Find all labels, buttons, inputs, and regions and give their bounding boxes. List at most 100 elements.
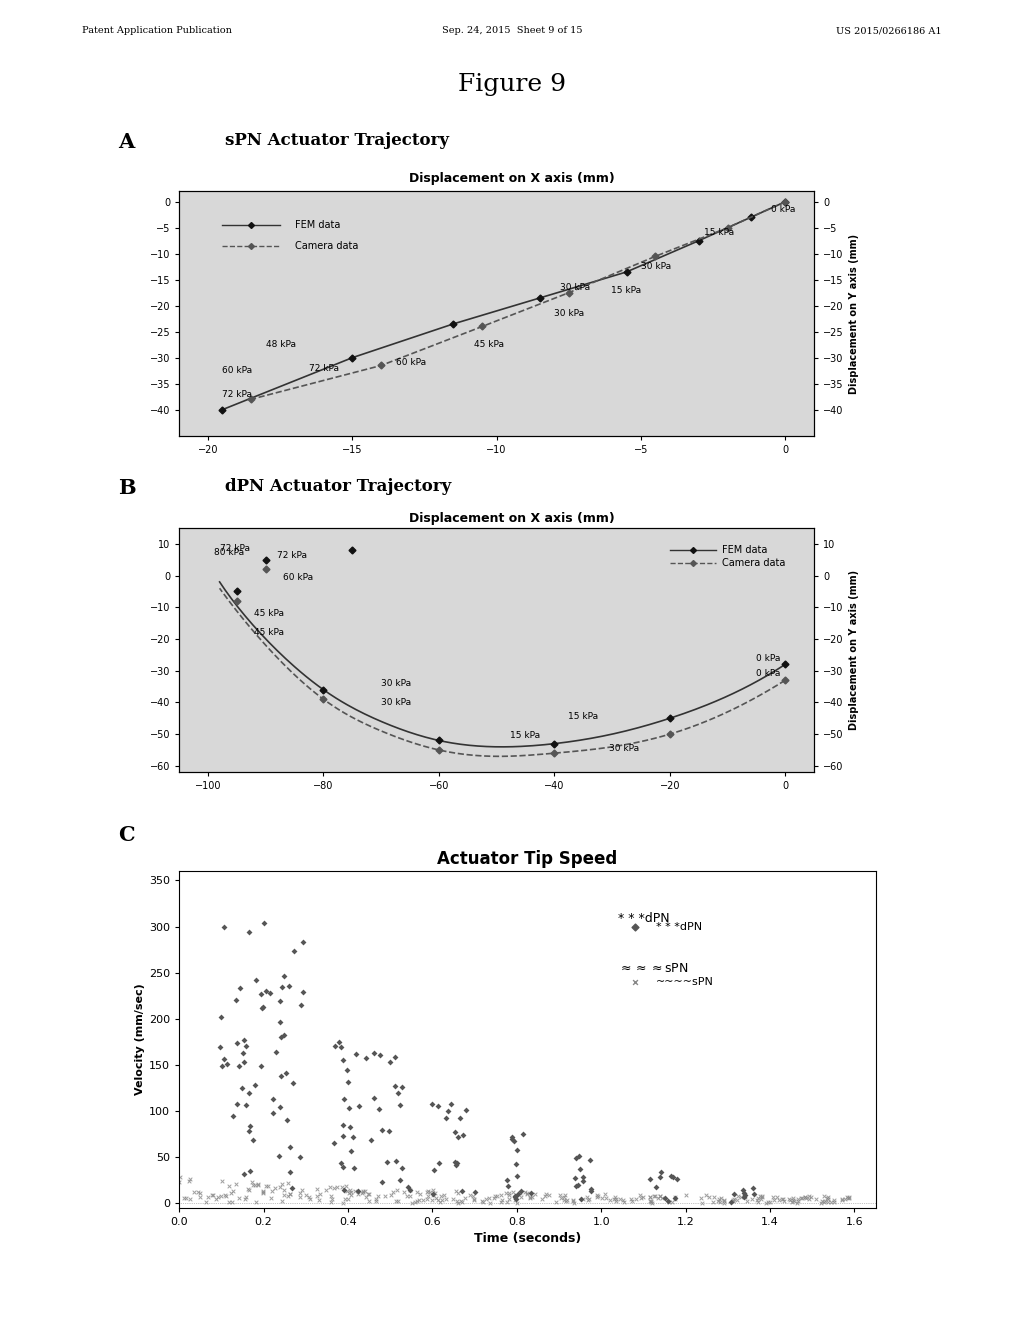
Point (437, 1107, 454, 1129)
Point (453, 1189, 469, 1210)
Point (324, 1188, 340, 1209)
Point (782, 1189, 799, 1210)
Point (274, 1191, 291, 1212)
Point (219, 1053, 236, 1074)
Point (339, 1059, 355, 1080)
Point (816, 1185, 833, 1206)
Point (175, 1188, 191, 1209)
Point (647, 1185, 664, 1206)
Point (267, 1177, 284, 1199)
Point (228, 1032, 245, 1053)
Text: * * *dPN: * * *dPN (617, 912, 670, 924)
Point (431, 1152, 447, 1173)
Point (590, 1185, 606, 1206)
Point (293, 994, 309, 1015)
Text: 30 kPa: 30 kPa (608, 743, 639, 752)
Point (272, 1065, 289, 1086)
Point (343, 1181, 359, 1203)
Point (760, 1192, 776, 1213)
Point (425, 1184, 441, 1205)
Point (354, 1183, 371, 1204)
Point (813, 1192, 829, 1213)
Point (567, 1147, 584, 1168)
Point (506, 1130, 522, 1151)
Point (227, 1173, 244, 1195)
Point (705, 1192, 721, 1213)
Point (433, 1185, 450, 1206)
Point (422, 1181, 438, 1203)
Text: FEM data: FEM data (295, 220, 340, 230)
Point (237, 1188, 253, 1209)
Point (557, 1185, 573, 1206)
Point (355, 1180, 372, 1201)
Point (624, 1191, 640, 1212)
Point (427, 1187, 443, 1208)
Point (248, 1192, 264, 1213)
Point (716, 1192, 732, 1213)
Point (667, 1188, 683, 1209)
Point (700, 1187, 717, 1208)
Point (229, 1093, 246, 1114)
Point (351, 1096, 368, 1117)
Point (652, 1185, 669, 1206)
X-axis label: Time (seconds): Time (seconds) (474, 1233, 581, 1245)
Point (210, 1187, 226, 1208)
Point (751, 1192, 767, 1213)
Point (499, 1170, 515, 1191)
Point (231, 1056, 248, 1077)
Point (736, 1183, 753, 1204)
Point (475, 1192, 492, 1213)
Point (803, 1187, 819, 1208)
Point (335, 1115, 351, 1137)
Point (331, 1032, 347, 1053)
Point (667, 1189, 683, 1210)
Point (171, 1166, 187, 1187)
Point (419, 1188, 435, 1209)
Point (256, 912, 272, 933)
Point (669, 1168, 685, 1189)
Point (297, 1184, 313, 1205)
Point (558, 1191, 574, 1212)
Point (750, 1188, 766, 1209)
Point (221, 1175, 238, 1196)
Point (342, 1185, 358, 1206)
Point (509, 1166, 525, 1187)
Point (575, 1171, 592, 1192)
Point (519, 1184, 536, 1205)
Point (565, 1192, 582, 1213)
Point (758, 1192, 774, 1213)
Point (372, 1044, 388, 1065)
Point (216, 916, 232, 937)
Point (234, 1043, 251, 1064)
Point (438, 1188, 455, 1209)
Point (501, 1184, 517, 1205)
Point (447, 1181, 464, 1203)
Point (755, 1187, 771, 1208)
Point (510, 1183, 526, 1204)
Point (456, 1125, 472, 1146)
Text: ~~~~sPN: ~~~~sPN (656, 977, 714, 987)
Point (323, 1185, 339, 1206)
Point (233, 1077, 250, 1098)
Point (236, 1164, 252, 1185)
Point (369, 1191, 385, 1212)
Text: 72 kPa: 72 kPa (309, 363, 339, 372)
Point (749, 1189, 765, 1210)
Point (694, 1192, 711, 1213)
Point (713, 1188, 729, 1209)
Point (337, 1188, 353, 1209)
Point (270, 1146, 287, 1167)
Point (664, 1166, 680, 1187)
Point (579, 1187, 595, 1208)
Point (238, 1036, 254, 1057)
Point (771, 1189, 787, 1210)
Point (801, 1189, 817, 1210)
Title: Actuator Tip Speed: Actuator Tip Speed (437, 850, 617, 869)
Point (241, 1180, 257, 1201)
Point (322, 1176, 338, 1197)
Point (466, 1189, 482, 1210)
Point (295, 982, 311, 1003)
Point (615, 1192, 632, 1213)
Point (659, 1191, 676, 1212)
Point (360, 1191, 377, 1212)
